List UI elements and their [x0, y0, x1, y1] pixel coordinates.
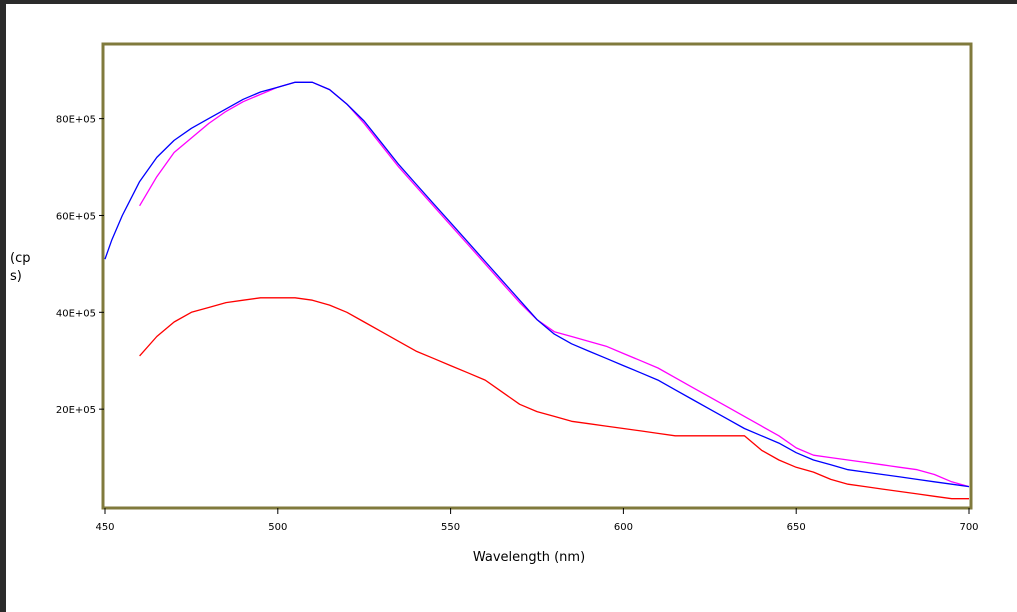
- plot-area-border: [101, 42, 973, 510]
- x-tick-label: 700: [959, 522, 978, 533]
- y-tick-label: 40E+05: [56, 308, 96, 319]
- emission-spectrum-chart: 20E+05 40E+05 60E+05 80E+05 450 500 550 600 650…: [10, 42, 979, 565]
- x-tick-label: 500: [268, 522, 287, 533]
- chart-panel: 20E+05 40E+05 60E+05 80E+05 450 500 550 600 650…: [6, 4, 1017, 612]
- series-line-red: [139, 297, 969, 500]
- y-axis-title: (cp s): [10, 251, 35, 284]
- y-axis-title-line-1: (cp: [10, 251, 30, 266]
- x-tick-label: 600: [614, 522, 633, 533]
- series-line-blue: [104, 81, 970, 488]
- y-axis-title-line-2: s): [10, 269, 22, 284]
- x-tick-label: 550: [441, 522, 460, 533]
- x-axis-title: Wavelength (nm): [473, 550, 585, 565]
- y-tick-label: 80E+05: [56, 115, 96, 126]
- y-tick-label: 60E+05: [56, 211, 96, 222]
- y-tick-label: 20E+05: [56, 405, 96, 416]
- x-tick-label: 450: [95, 522, 114, 533]
- x-tick-label: 650: [787, 522, 806, 533]
